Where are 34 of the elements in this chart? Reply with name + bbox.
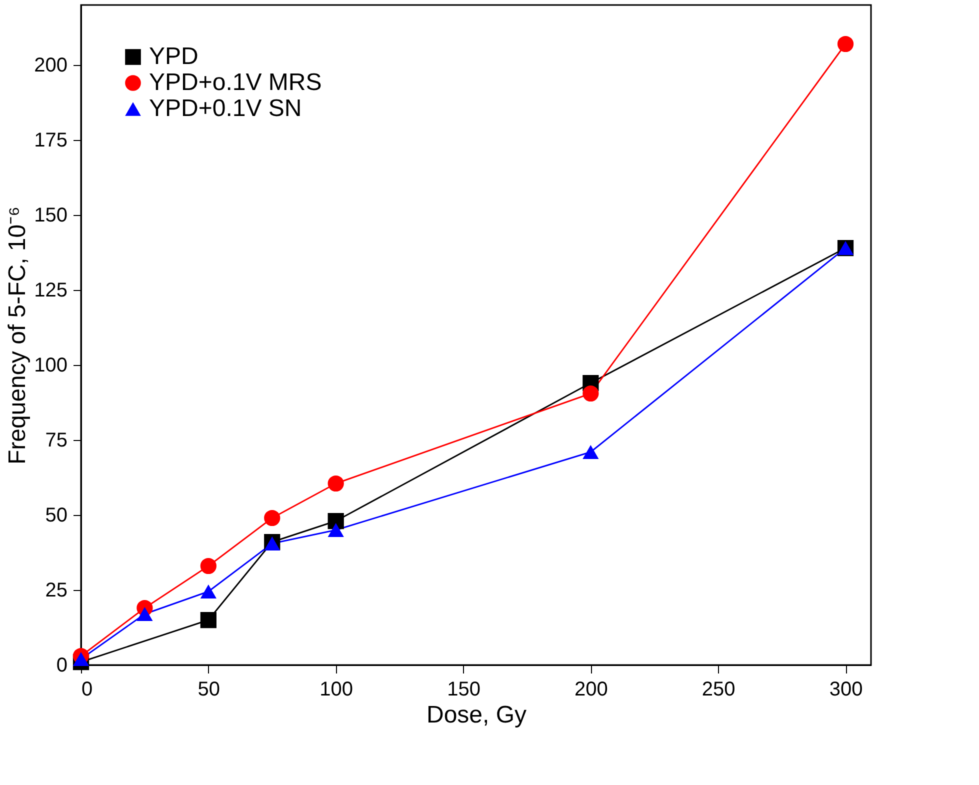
y-tick-label: 200 <box>34 54 68 76</box>
y-tick-label: 75 <box>45 430 68 452</box>
x-tick-label: 100 <box>320 678 354 700</box>
point <box>264 536 280 550</box>
y-tick-label: 0 <box>56 654 68 676</box>
x-tick-label: 300 <box>829 678 863 700</box>
point <box>264 510 280 526</box>
point <box>837 36 854 52</box>
x-axis-title: Dose, Gy <box>426 702 527 728</box>
y-tick-label: 150 <box>34 204 68 226</box>
point <box>582 385 599 402</box>
x-tick-label: 150 <box>447 678 480 700</box>
point <box>200 558 216 574</box>
y-tick-label: 125 <box>34 280 68 302</box>
y-axis-title: Frequency of 5-FC, 10⁻⁶ <box>4 206 32 464</box>
point <box>328 523 344 537</box>
x-tick-label: 0 <box>82 678 93 700</box>
point <box>72 652 90 666</box>
legend-label: YPD+o.1V MRS <box>149 69 322 96</box>
y-tick-label: 100 <box>34 354 68 376</box>
y-tick-label: 25 <box>45 580 68 602</box>
legend-label: YPD <box>149 43 198 70</box>
point <box>136 607 153 621</box>
point <box>200 584 216 598</box>
point <box>328 475 344 492</box>
point <box>200 612 216 628</box>
y-tick-label: 175 <box>34 130 68 152</box>
x-tick-label: 200 <box>574 678 608 700</box>
x-tick-label: 50 <box>198 678 220 700</box>
point <box>582 445 599 459</box>
x-tick-label: 250 <box>702 678 736 700</box>
point <box>328 512 344 530</box>
y-tick-label: 50 <box>45 504 68 526</box>
legend-label: YPD+0.1V SN <box>149 95 302 122</box>
